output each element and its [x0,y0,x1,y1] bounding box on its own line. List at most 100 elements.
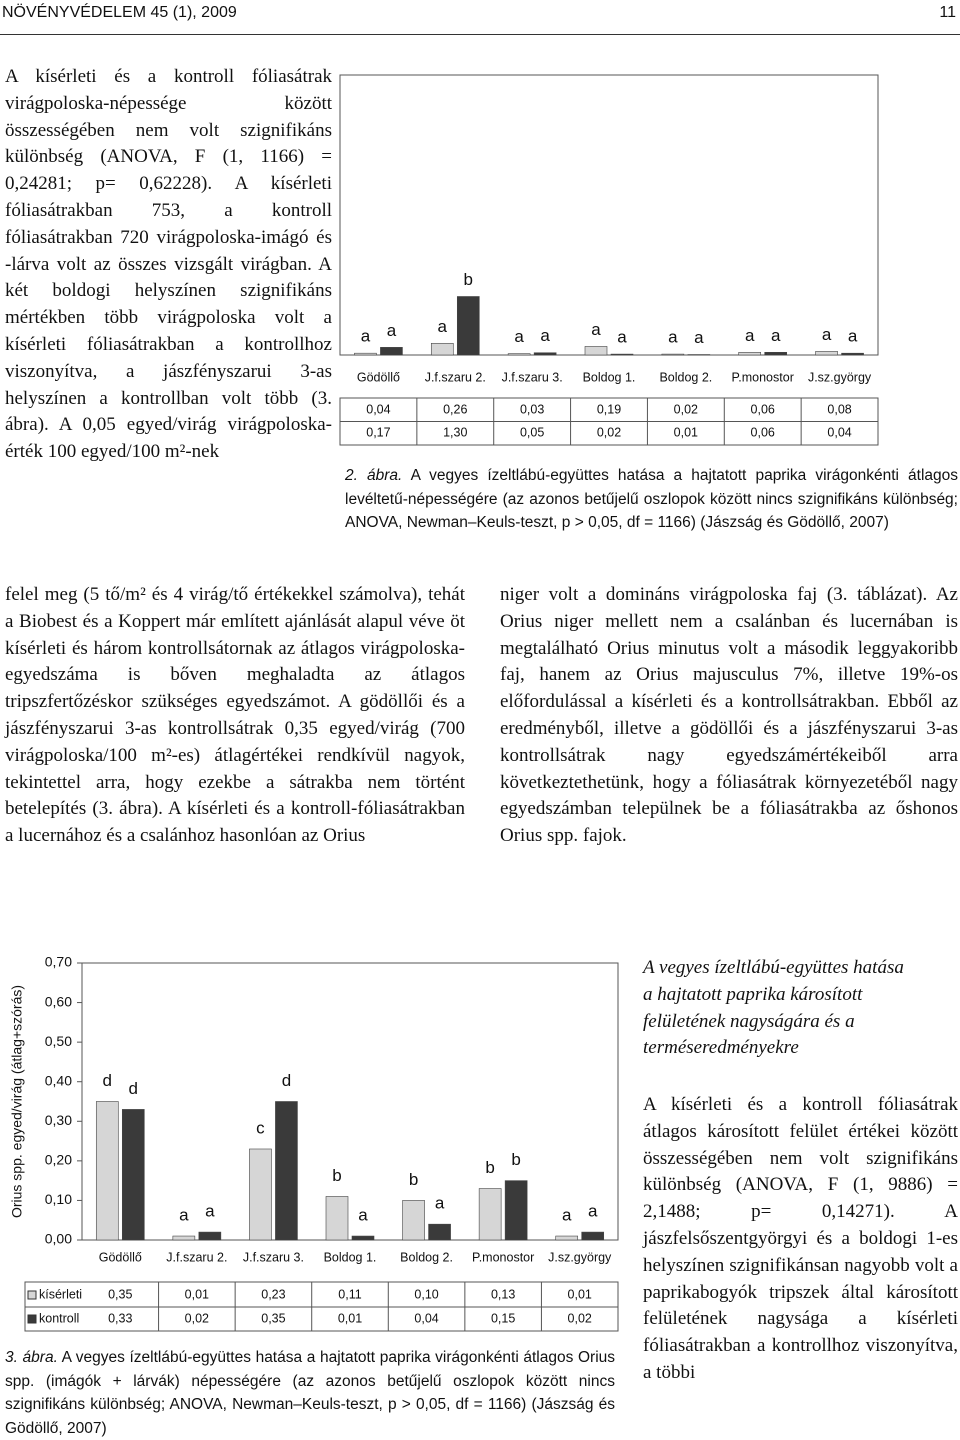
x-tick-label: Gödöllő [357,370,400,384]
bar [533,352,557,356]
bar [172,1235,196,1241]
significance-letter: a [617,328,627,347]
x-tick-label: J.sz.györgy [808,370,872,384]
bar [354,352,377,356]
bar [198,1231,222,1241]
figure-caption: 2. ábra. A vegyes ízeltlábú-együttes hat… [345,464,958,535]
plot-frame [81,962,619,1241]
x-tick-label: J.f.szaru 3. [502,370,563,384]
data-label: 0,35 [108,1287,132,1301]
bar [610,353,634,356]
bar [249,1148,272,1241]
significance-letter: c [256,1118,265,1137]
bar [121,1109,145,1241]
data-label: 0,08 [827,402,851,416]
legend-swatch [27,1314,37,1324]
significance-letter: a [822,325,832,344]
data-label: 0,33 [108,1311,132,1325]
caption-text: A vegyes ízeltlábú-együttes hatása a haj… [5,1349,616,1437]
body-text: niger volt a domináns virágpoloska faj (… [500,584,958,847]
data-label: 0,35 [261,1311,285,1325]
caption-label: 3. ábra. [5,1349,58,1366]
data-label: 0,02 [185,1311,209,1325]
y-tick-label: 0,40 [45,1072,72,1088]
bar [738,351,762,356]
data-label: 0,06 [751,402,775,416]
significance-letter: a [771,326,781,345]
bar [555,1235,579,1241]
bar [275,1101,298,1241]
significance-letter: a [591,320,601,339]
data-label: 0,06 [751,425,775,439]
data-label: 0,15 [491,1311,515,1325]
bar [380,347,403,356]
bar [504,1180,528,1241]
bar [841,352,864,356]
significance-letter: a [361,327,371,346]
body-text: felel meg (5 tő/m² és 4 virág/tő értékek… [5,584,465,847]
data-label: 0,17 [366,425,390,439]
y-axis-label: Orius spp. egyed/virág (átlag+szórás) [9,985,25,1218]
significance-letter: a [435,1194,445,1213]
bar [430,342,454,356]
significance-letter: a [514,327,524,346]
x-tick-label: Gödöllő [99,1250,142,1264]
significance-letter: a [438,317,448,336]
x-tick-label: Boldog 1. [583,370,636,384]
body-text: A kísérleti és a kontroll fóliasátrak vi… [5,66,332,463]
data-label: 0,02 [674,402,698,416]
significance-letter: a [358,1206,368,1225]
data-label: 0,13 [491,1287,515,1301]
data-label: 0,05 [520,425,544,439]
bar [325,1196,349,1241]
significance-letter: a [387,321,397,340]
section-heading: A vegyes ízeltlábú-együttes hatása a haj… [643,957,904,1059]
x-tick-label: J.f.szaru 2. [166,1250,227,1264]
x-tick-label: J.f.szaru 2. [425,370,486,384]
bar [815,351,838,356]
legend-swatch [27,1290,37,1300]
bar [95,1101,119,1241]
body-text: A kísérleti és a kontroll fóliasátrak át… [643,1094,958,1383]
y-tick-label: 0,10 [45,1191,72,1207]
data-label: 0,01 [674,425,698,439]
data-label: 0,04 [366,402,390,416]
significance-letter: b [464,270,473,289]
significance-letter: b [511,1150,520,1169]
bar [661,353,685,356]
caption-label: 2. ábra. [345,467,403,484]
figure-caption: 3. ábra. A vegyes ízeltlábú-együttes hat… [5,1346,615,1440]
x-tick-label: P.monostor [472,1250,534,1264]
y-tick-label: 0,20 [45,1152,72,1168]
significance-letter: d [103,1071,112,1090]
data-label: 0,03 [520,402,544,416]
x-tick-label: Boldog 2. [659,370,712,384]
legend-label: kísérleti [39,1287,82,1301]
bar [584,346,608,356]
data-label: 0,26 [443,402,467,416]
significance-letter: b [409,1170,418,1189]
y-tick-label: 0,70 [45,954,72,970]
x-tick-label: Boldog 2. [400,1250,453,1264]
significance-letter: a [848,327,858,346]
bar [402,1200,425,1241]
journal-header: NÖVÉNYVÉDELEM 45 (1), 2009 [2,4,237,21]
significance-letter: b [332,1166,341,1185]
x-tick-label: P.monostor [732,370,794,384]
data-label: 0,01 [185,1287,209,1301]
data-label: 0,01 [338,1311,362,1325]
significance-letter: a [588,1202,598,1221]
page-number: 11 [939,4,956,21]
significance-letter: b [485,1158,494,1177]
data-label: 0,02 [597,425,621,439]
significance-letter: a [668,328,678,347]
significance-letter: d [282,1071,291,1090]
bar [351,1235,375,1241]
significance-letter: a [205,1202,215,1221]
data-label: 0,02 [568,1311,592,1325]
significance-letter: a [562,1206,572,1225]
bar [764,351,788,356]
bar [428,1223,451,1241]
